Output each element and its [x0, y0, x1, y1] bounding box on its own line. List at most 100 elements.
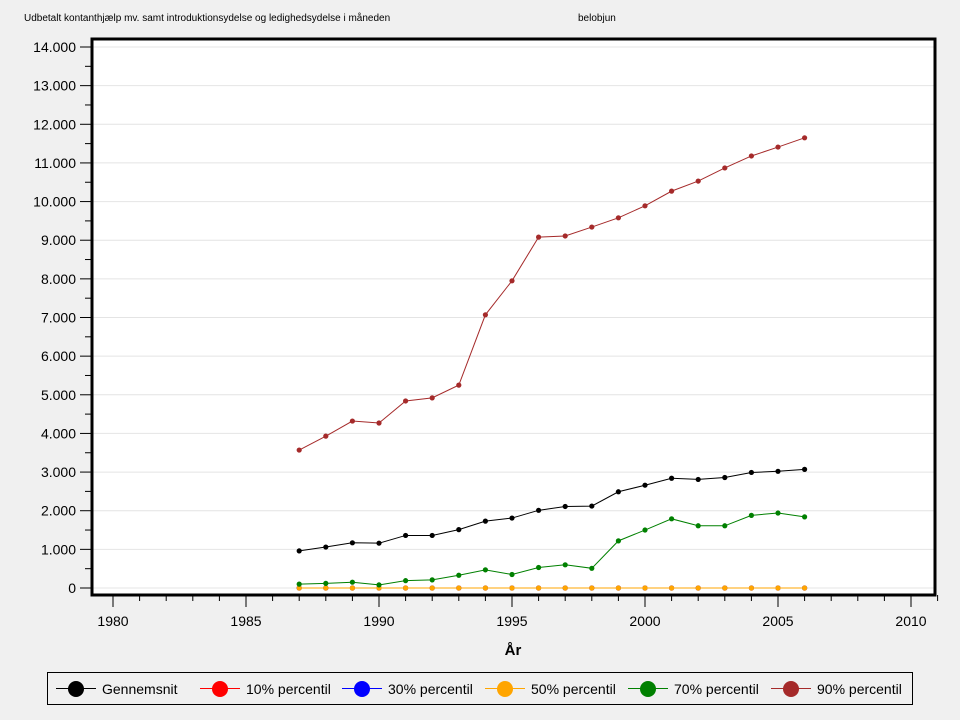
- series-line-4: [299, 512, 805, 586]
- data-point: [403, 585, 409, 591]
- data-point: [323, 544, 329, 550]
- data-point: [482, 567, 488, 573]
- data-point: [403, 578, 409, 584]
- x-tick-label: 2005: [762, 613, 793, 629]
- data-point: [349, 418, 355, 424]
- data-point: [695, 523, 701, 529]
- data-point: [562, 562, 568, 568]
- data-point: [429, 577, 435, 583]
- data-point: [429, 532, 435, 539]
- data-point: [695, 476, 701, 483]
- y-tick-label: 9.000: [41, 232, 76, 248]
- series-line-5: [298, 137, 805, 451]
- data-point: [429, 395, 435, 401]
- data-point: [642, 585, 648, 591]
- data-point: [722, 165, 728, 171]
- plot-frame: [90, 37, 937, 597]
- data-point: [509, 515, 515, 521]
- y-tick-label: 7.000: [41, 310, 76, 326]
- line-chart: 0 1.000 2.000 3.000 4.000 5.000 6.000 7.000 8.00…: [33, 37, 939, 659]
- data-point: [695, 585, 701, 591]
- y-tick-label: 0: [68, 580, 76, 596]
- data-point: [349, 579, 355, 585]
- data-point: [802, 135, 808, 141]
- legend-label: 70% percentil: [674, 680, 759, 697]
- data-point: [722, 585, 728, 591]
- y-tick-label: 3.000: [41, 464, 76, 480]
- data-point: [562, 503, 568, 510]
- y-tick-label: 4.000: [41, 425, 76, 441]
- data-point: [615, 585, 622, 591]
- data-point: [456, 382, 462, 388]
- data-point: [775, 144, 781, 150]
- data-point: [482, 312, 488, 318]
- legend-item: 50% percentil: [485, 673, 616, 704]
- data-point: [482, 518, 488, 524]
- x-axis-label: År: [505, 642, 522, 659]
- data-point: [296, 585, 302, 591]
- legend-marker-icon: [485, 679, 525, 699]
- data-point: [589, 224, 595, 230]
- y-tick-label: 2.000: [41, 503, 76, 519]
- legend-label: 50% percentil: [531, 680, 616, 697]
- data-point: [642, 527, 648, 533]
- data-point: [615, 489, 622, 495]
- data-point: [509, 571, 515, 578]
- legend-label: 30% percentil: [388, 680, 473, 697]
- data-point: [615, 538, 622, 544]
- variable-name: belobjun: [578, 13, 616, 24]
- data-point: [536, 585, 542, 591]
- data-point: [669, 585, 675, 591]
- x-tick-label: 1990: [363, 613, 394, 629]
- data-point: [615, 215, 622, 221]
- data-point: [775, 510, 781, 516]
- data-point: [482, 585, 488, 591]
- data-point: [349, 585, 355, 591]
- data-point: [748, 153, 755, 159]
- legend-marker-icon: [628, 679, 668, 699]
- legend-label: 10% percentil: [246, 680, 331, 697]
- legend-item: Gennemsnit: [56, 673, 177, 704]
- y-tick-label: 6.000: [41, 348, 76, 364]
- data-point: [323, 433, 329, 439]
- y-tick-label: 10.000: [33, 194, 76, 210]
- x-tick-label: 1985: [230, 613, 261, 629]
- data-point: [748, 585, 755, 591]
- data-point: [562, 233, 568, 239]
- data-point: [802, 585, 808, 591]
- data-point: [748, 469, 755, 476]
- y-tick-label: 8.000: [41, 271, 76, 287]
- y-tick-label: 5.000: [41, 387, 76, 403]
- data-point: [429, 585, 435, 591]
- data-point: [509, 278, 515, 284]
- data-point: [669, 188, 675, 194]
- data-point: [456, 527, 462, 533]
- data-point: [376, 582, 382, 588]
- data-point: [669, 475, 675, 481]
- data-point: [589, 585, 595, 591]
- data-point: [376, 420, 382, 426]
- legend-item: 70% percentil: [628, 673, 759, 704]
- data-point: [722, 474, 728, 481]
- series-line-0: [299, 468, 805, 552]
- legend-label: 90% percentil: [817, 680, 902, 697]
- data-point: [642, 482, 648, 488]
- data-point: [296, 447, 302, 453]
- data-point: [296, 548, 302, 554]
- data-point: [589, 503, 595, 509]
- data-point: [403, 398, 409, 404]
- data-point: [748, 512, 755, 518]
- legend-marker-icon: [56, 679, 96, 699]
- legend-item: 90% percentil: [771, 673, 902, 704]
- legend-label: Gennemsnit: [102, 680, 178, 697]
- x-tick-label: 1980: [97, 613, 128, 629]
- legend: Gennemsnit 10% percentil 30% percentil 50% …: [47, 672, 913, 705]
- data-point: [695, 178, 701, 184]
- y-tick-label: 12.000: [33, 116, 76, 132]
- legend-marker-icon: [342, 679, 382, 699]
- x-tick-label: 2000: [629, 613, 660, 629]
- data-point: [722, 523, 728, 529]
- data-point: [642, 203, 648, 209]
- data-point: [802, 514, 808, 520]
- data-point: [775, 468, 781, 474]
